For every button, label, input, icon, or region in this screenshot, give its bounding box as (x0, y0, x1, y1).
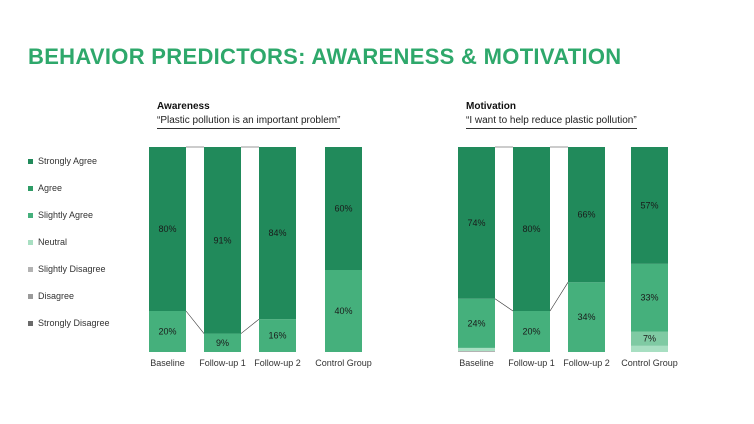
bar-segment (204, 147, 241, 334)
category-label: Baseline (459, 358, 494, 368)
category-label: Follow-up 2 (254, 358, 301, 368)
data-label: 57% (640, 200, 658, 210)
bar-segment (325, 270, 362, 352)
bar-segment (568, 147, 605, 283)
awareness-chart-title: Awareness (157, 101, 210, 112)
bar-segment (149, 147, 186, 311)
legend-item: Strongly Agree (28, 156, 97, 166)
legend-label: Slightly Agree (38, 210, 94, 220)
category-label: Follow-up 1 (199, 358, 246, 368)
data-label: 34% (577, 312, 595, 322)
data-label: 20% (158, 327, 176, 337)
legend-swatch (28, 321, 33, 327)
category-label: Follow-up 2 (563, 358, 610, 368)
data-label: 7% (643, 334, 656, 344)
legend-label: Slightly Disagree (38, 264, 106, 274)
bar-segment (204, 333, 241, 352)
bar-segment (568, 282, 605, 352)
bar-segment (631, 263, 668, 332)
legend-swatch (28, 159, 33, 165)
bar-segment (513, 311, 550, 352)
legend-swatch (28, 213, 33, 219)
data-label: 24% (467, 318, 485, 328)
legend-label: Agree (38, 183, 63, 193)
connector-line (494, 298, 514, 312)
bar-segment (458, 350, 495, 352)
legend-label: Neutral (38, 237, 68, 247)
bar-segment (458, 298, 495, 348)
page-title: BEHAVIOR PREDICTORS: AWARENESS & MOTIVAT… (28, 44, 622, 69)
legend-swatch (28, 267, 33, 273)
legend-item: Strongly Disagree (28, 318, 110, 328)
legend-item: Neutral (28, 237, 67, 247)
bar-segment (458, 347, 495, 351)
bar-segment (631, 331, 668, 346)
connector-line (240, 318, 260, 334)
data-label: 60% (334, 204, 352, 214)
data-label: 20% (522, 327, 540, 337)
data-label: 16% (268, 331, 286, 341)
bar-segment (259, 319, 296, 352)
motivation-chart-subtitle: “I want to help reduce plastic pollution… (466, 115, 637, 129)
category-label: Follow-up 1 (508, 358, 555, 368)
bar-segment (149, 311, 186, 352)
legend-swatch (28, 186, 33, 192)
connector-line (185, 310, 205, 334)
bar-segment (631, 147, 668, 264)
motivation-chart-title: Motivation (466, 101, 516, 112)
bar-segment (325, 147, 362, 270)
data-label: 74% (467, 218, 485, 228)
legend-label: Strongly Disagree (38, 318, 110, 328)
data-label: 80% (522, 224, 540, 234)
data-label: 66% (577, 210, 595, 220)
legend-item: Slightly Disagree (28, 264, 106, 274)
legend-label: Strongly Agree (38, 156, 98, 166)
legend-item: Slightly Agree (28, 210, 93, 220)
bar-segment (513, 147, 550, 311)
data-label: 91% (213, 235, 231, 245)
legend-item: Disagree (28, 291, 74, 301)
data-label: 80% (158, 224, 176, 234)
legend-item: Agree (28, 183, 62, 193)
legend-swatch (28, 240, 33, 246)
bar-segment (458, 147, 495, 299)
category-label: Control Group (621, 358, 678, 368)
awareness-chart-subtitle: “Plastic pollution is an important probl… (157, 115, 341, 129)
data-label: 84% (268, 228, 286, 238)
data-label: 40% (334, 306, 352, 316)
legend-swatch (28, 294, 33, 300)
data-label: 33% (640, 293, 658, 303)
category-label: Baseline (150, 358, 185, 368)
legend-label: Disagree (38, 291, 75, 301)
category-label: Control Group (315, 358, 372, 368)
data-label: 9% (216, 338, 229, 348)
bar-segment (259, 147, 296, 320)
connector-line (549, 282, 569, 312)
bar-segment (631, 345, 668, 352)
